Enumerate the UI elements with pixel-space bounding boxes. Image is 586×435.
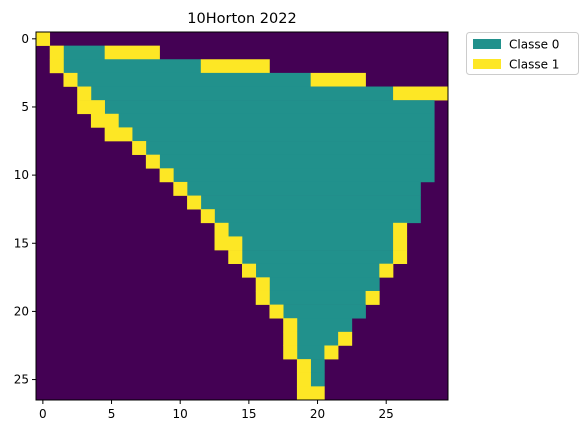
heatmap-cell-classe-0 <box>118 113 435 128</box>
heatmap-cell-classe-0 <box>269 277 380 292</box>
heatmap-cell-classe-1 <box>187 195 202 210</box>
heatmap-cell-classe-0 <box>283 304 366 319</box>
heatmap-cell-classe-1 <box>296 359 311 374</box>
heatmap-cell-classe-0 <box>242 250 394 264</box>
heatmap-cell-classe-1 <box>49 45 64 60</box>
heatmap-cell-classe-0 <box>159 154 435 169</box>
y-tick-label: 5 <box>21 100 29 114</box>
heatmap-cell-classe-1 <box>365 290 380 305</box>
y-axis: 0 5 10 15 20 25 <box>14 32 36 387</box>
heatmap-cell-classe-1 <box>77 86 92 101</box>
heatmap-cell-classe-1 <box>159 168 174 183</box>
plot-frame <box>35 31 449 401</box>
heatmap-cell-classe-1 <box>36 32 51 46</box>
heatmap-cell-classe-0 <box>173 168 435 183</box>
heatmap-cell-classe-1 <box>310 72 366 87</box>
heatmap-cell-classe-1 <box>132 141 147 155</box>
heatmap-cell-classe-1 <box>49 59 64 74</box>
heatmap-cell-classe-1 <box>296 386 325 401</box>
y-tick-label: 0 <box>21 32 29 46</box>
heatmap-cell-classe-0 <box>77 72 311 87</box>
heatmap-cell-classe-1 <box>228 250 243 264</box>
heatmap-cell-classe-0 <box>63 59 202 74</box>
chart-title: 10Horton 2022 <box>187 11 296 27</box>
heatmap-cell-classe-1 <box>104 45 160 60</box>
heatmap-cell-classe-1 <box>173 181 188 196</box>
legend-label: Classe 0 <box>509 38 559 52</box>
heatmap-cell-classe-1 <box>269 304 284 319</box>
heatmap-cells <box>36 32 449 401</box>
heatmap-cell-classe-0 <box>296 345 325 360</box>
heatmap-cell-classe-0 <box>296 331 339 346</box>
heatmap-cell-classe-1 <box>242 263 257 278</box>
x-axis: 0 5 10 15 20 25 <box>39 400 394 421</box>
heatmap-cell-classe-0 <box>132 127 435 142</box>
heatmap-cell-classe-1 <box>393 86 449 101</box>
heatmap-cell-classe-1 <box>214 222 229 237</box>
heatmap-cell-classe-1 <box>283 331 298 346</box>
legend-swatch <box>473 39 501 49</box>
heatmap-cell-classe-1 <box>200 59 270 74</box>
heatmap-cell-classe-0 <box>228 222 394 237</box>
heatmap-cell-classe-0 <box>214 209 421 224</box>
heatmap-cell-classe-1 <box>63 72 78 87</box>
heatmap-cell-classe-1 <box>393 250 408 264</box>
heatmap-cell-classe-0 <box>63 45 105 60</box>
x-tick-label: 15 <box>241 407 256 421</box>
x-tick-label: 10 <box>173 407 188 421</box>
heatmap-cell-classe-0 <box>269 290 366 305</box>
legend-label: Classe 1 <box>509 58 559 72</box>
heatmap-cell-classe-1 <box>200 209 215 224</box>
heatmap-cell-classe-1 <box>255 277 270 292</box>
y-tick-label: 20 <box>14 304 29 318</box>
y-tick-label: 15 <box>14 236 29 250</box>
legend-swatch <box>473 59 501 69</box>
x-tick-label: 0 <box>39 407 47 421</box>
x-tick-label: 25 <box>379 407 394 421</box>
heatmap-cell-classe-0 <box>296 318 353 333</box>
heatmap-cell-classe-0 <box>90 86 394 101</box>
y-tick-label: 25 <box>14 373 29 387</box>
heatmap-cell-classe-0 <box>104 100 435 115</box>
heatmap-cell-classe-1 <box>379 263 394 278</box>
heatmap-cell-classe-0 <box>187 181 421 196</box>
heatmap-cell-classe-1 <box>283 345 298 360</box>
x-tick-label: 20 <box>310 407 325 421</box>
heatmap-cell-classe-1 <box>283 318 298 333</box>
heatmap-cell-classe-0 <box>310 359 325 374</box>
heatmap-cell-classe-0 <box>145 141 435 155</box>
heatmap-cell-classe-1 <box>104 127 133 142</box>
heatmap-cell-classe-1 <box>90 113 119 128</box>
heatmap-cell-classe-1 <box>296 372 311 387</box>
heatmap-cell-classe-1 <box>338 331 353 346</box>
heatmap-cell-classe-0 <box>200 195 421 210</box>
heatmap-cell-classe-1 <box>77 100 105 115</box>
heatmap-cell-classe-1 <box>393 222 408 237</box>
heatmap-cell-classe-1 <box>324 345 339 360</box>
legend: Classe 0 Classe 1 <box>466 32 579 75</box>
heatmap-cell-classe-1 <box>393 236 408 251</box>
heatmap-cell-classe-0 <box>242 236 394 251</box>
heatmap-cell-classe-1 <box>145 154 160 169</box>
heatmap-cell-classe-0 <box>255 263 380 278</box>
y-tick-label: 10 <box>14 168 29 182</box>
heatmap-cell-classe-1 <box>255 290 270 305</box>
x-tick-label: 5 <box>108 407 116 421</box>
heatmap-cell-classe-0 <box>310 372 325 387</box>
heatmap-cell-classe-1 <box>214 236 243 251</box>
